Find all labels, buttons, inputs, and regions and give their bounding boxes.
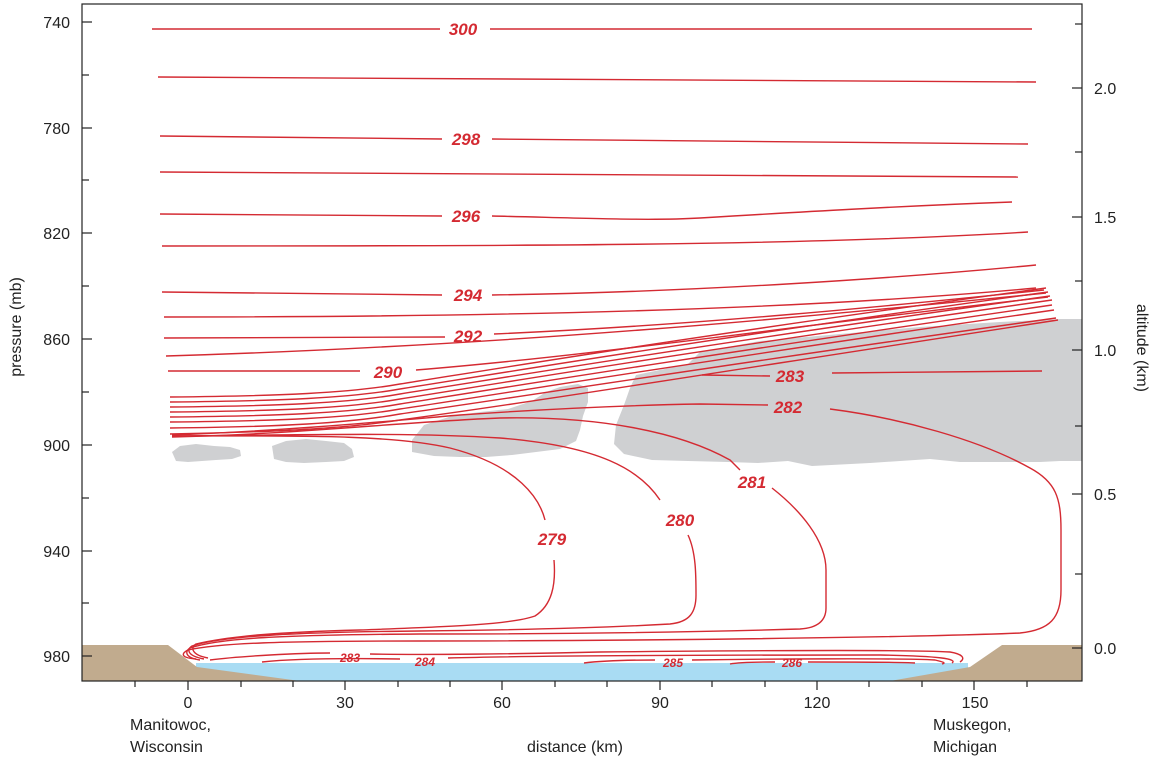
place-michigan: Michigan <box>933 739 997 756</box>
wisconsin-shore <box>82 645 300 681</box>
place-muskegon: Muskegon, <box>933 717 1011 734</box>
label-281: 281 <box>737 473 766 492</box>
right-axis-title: altitude (km) <box>1133 304 1150 392</box>
michigan-shore <box>890 645 1082 681</box>
right-tick-0-5: 0.5 <box>1094 487 1116 504</box>
isentrope-283-lake <box>209 649 964 663</box>
label-283-upper: 283 <box>775 367 805 386</box>
label-294: 294 <box>453 286 483 305</box>
label-285: 285 <box>662 656 683 670</box>
isentrope-286-lake <box>729 661 916 665</box>
bottom-tick-0: 0 <box>184 695 193 712</box>
isentrope-295 <box>161 231 1029 247</box>
left-tick-820: 820 <box>43 226 70 243</box>
isentrope-298 <box>159 135 1029 145</box>
label-282: 282 <box>773 398 803 417</box>
isentrope-294 <box>161 264 1037 296</box>
isentrope-280 <box>171 433 697 660</box>
isentrope-296 <box>159 201 1013 220</box>
label-298: 298 <box>451 130 481 149</box>
isentrope-282 <box>171 403 1062 660</box>
cloud-mid <box>412 384 588 457</box>
cloud-small-left <box>172 444 241 462</box>
bottom-axis-title: distance (km) <box>527 739 623 756</box>
right-axis <box>1072 23 1082 649</box>
isentrope-291 <box>165 292 1047 357</box>
left-tick-780: 780 <box>43 121 70 138</box>
isentrope-281 <box>171 417 827 661</box>
right-tick-1-0: 1.0 <box>1094 343 1116 360</box>
left-axis <box>82 21 92 657</box>
label-284: 284 <box>414 655 435 669</box>
left-tick-860: 860 <box>43 332 70 349</box>
left-tick-980: 980 <box>43 649 70 666</box>
label-283-lake: 283 <box>339 651 360 665</box>
cloud-layer <box>172 319 1082 466</box>
cloud-small-mid <box>272 439 354 463</box>
place-manitowoc: Manitowoc, <box>130 717 211 734</box>
right-axis-labels: 2.0 1.5 1.0 0.5 0.0 <box>1094 81 1116 658</box>
isentrope-contours <box>152 28 1062 665</box>
isentrope-283-flat <box>701 370 1043 377</box>
isentrope-284-upper <box>169 309 1055 423</box>
isentrope-299 <box>157 76 1037 83</box>
label-280: 280 <box>665 511 695 530</box>
cloud-large-right <box>614 319 1082 466</box>
right-tick-0-0: 0.0 <box>1094 641 1116 658</box>
left-axis-labels: 740 780 820 860 900 940 980 <box>43 15 70 666</box>
isentrope-283-bundle <box>169 317 1057 429</box>
contour-labels: 300 298 296 294 292 290 283 282 281 280 … <box>339 20 805 670</box>
lake-and-shores <box>82 645 1082 681</box>
isentrope-279 <box>171 435 556 659</box>
isentrope-290 <box>168 296 1049 372</box>
place-labels: Manitowoc, Wisconsin Muskegon, Michigan <box>130 717 1011 756</box>
right-tick-1-5: 1.5 <box>1094 210 1116 227</box>
label-296: 296 <box>451 207 481 226</box>
isentrope-283-inner <box>169 319 1059 435</box>
right-tick-2-0: 2.0 <box>1094 81 1116 98</box>
bottom-axis <box>134 681 1028 690</box>
isentrope-285-upper <box>169 304 1053 418</box>
label-279: 279 <box>537 530 567 549</box>
isentrope-287 <box>169 295 1051 408</box>
label-300: 300 <box>449 20 478 39</box>
lake-michigan <box>196 663 968 681</box>
bottom-axis-labels: 0 30 60 90 120 150 <box>184 695 989 712</box>
label-290: 290 <box>373 363 403 382</box>
isentrope-297 <box>159 171 1019 178</box>
label-286: 286 <box>781 656 802 670</box>
left-tick-740: 740 <box>43 15 70 32</box>
isentrope-286-upper <box>169 299 1053 413</box>
left-tick-900: 900 <box>43 438 70 455</box>
bottom-tick-120: 120 <box>804 695 831 712</box>
left-axis-title: pressure (mb) <box>8 277 25 377</box>
bottom-tick-90: 90 <box>651 695 669 712</box>
left-tick-940: 940 <box>43 544 70 561</box>
isentrope-289 <box>169 287 1047 398</box>
isentrope-285-lake <box>583 658 945 665</box>
bottom-tick-60: 60 <box>493 695 511 712</box>
isentrope-288 <box>169 291 1049 403</box>
place-wisconsin: Wisconsin <box>130 739 203 756</box>
isentrope-284-lake <box>261 654 954 664</box>
isentrope-293 <box>163 287 1037 318</box>
bottom-tick-150: 150 <box>962 695 989 712</box>
label-292: 292 <box>453 327 483 346</box>
bottom-tick-30: 30 <box>336 695 354 712</box>
plot-frame <box>81 3 1083 682</box>
